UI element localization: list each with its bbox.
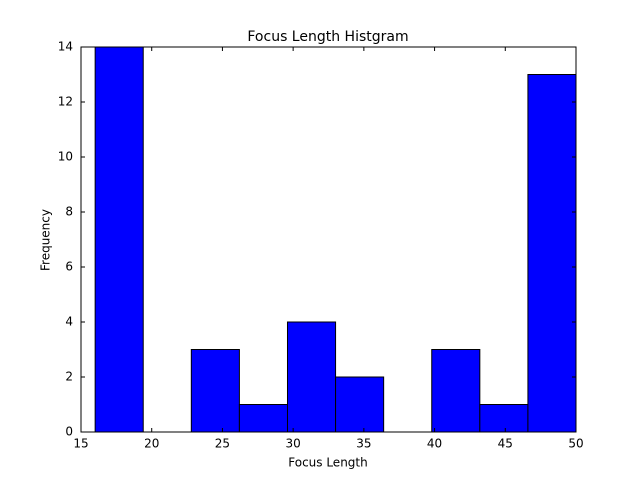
x-tick-label: 35 xyxy=(356,437,371,451)
y-tick-label: 12 xyxy=(58,95,73,109)
x-tick-label: 25 xyxy=(215,437,230,451)
x-tick-label: 50 xyxy=(568,437,583,451)
bar xyxy=(527,74,577,433)
y-tick-label: 10 xyxy=(58,150,73,164)
y-tick-label: 8 xyxy=(65,205,73,219)
x-tick-label: 30 xyxy=(286,437,301,451)
bar xyxy=(479,404,529,433)
y-tick-label: 6 xyxy=(65,260,73,274)
x-tick-label: 15 xyxy=(73,437,88,451)
bar xyxy=(94,46,144,433)
y-tick-label: 14 xyxy=(58,40,73,54)
x-tick-label: 45 xyxy=(498,437,513,451)
y-tick-label: 2 xyxy=(65,370,73,384)
plot-frame xyxy=(80,46,577,433)
x-tick-label: 40 xyxy=(427,437,442,451)
y-tick-label: 4 xyxy=(65,315,73,329)
bar xyxy=(335,376,385,433)
x-tick-label: 20 xyxy=(144,437,159,451)
y-tick-label: 0 xyxy=(65,425,73,439)
bar xyxy=(238,404,288,433)
y-axis-label: Frequency xyxy=(39,209,53,271)
chart-title: Focus Length Histgram xyxy=(247,29,408,45)
x-axis-label: Focus Length xyxy=(288,456,367,470)
bar xyxy=(190,349,240,433)
bar xyxy=(431,349,481,433)
bar xyxy=(286,321,337,433)
